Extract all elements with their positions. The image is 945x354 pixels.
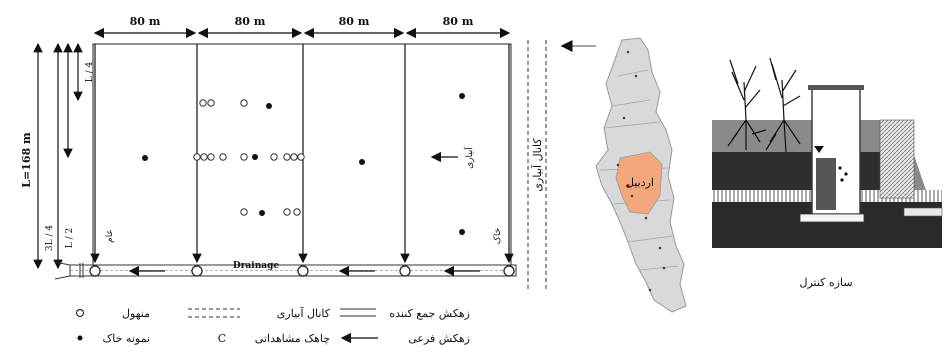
plant-roots bbox=[727, 57, 801, 153]
legend-collector-label: زهکش جمع کننده bbox=[389, 307, 470, 320]
ardabil-region-highlight bbox=[615, 151, 663, 215]
fraction-label-three-quarter: 3L / 4 bbox=[45, 225, 55, 251]
control-structure-drawing: سازه کنترل bbox=[712, 57, 943, 289]
legend: منهول نمونه خاک C کانال آبیاری چاهک مشاه… bbox=[75, 307, 470, 345]
length-label: L=168 m bbox=[20, 132, 33, 188]
fraction-label-quarter: L / 4 bbox=[85, 62, 95, 83]
province-map: اردبیل bbox=[595, 37, 687, 313]
legend-canal-label: کانال آبیاری bbox=[277, 307, 331, 320]
legend-manhole-label: منهول bbox=[122, 307, 150, 320]
control-footing bbox=[799, 213, 865, 223]
canal-label: کانال آبیاری bbox=[531, 138, 544, 192]
lateral-drains bbox=[90, 44, 514, 264]
legend-soil-sample-label: نمونه خاک bbox=[102, 332, 150, 345]
observation-wells bbox=[193, 99, 305, 216]
control-gate bbox=[816, 158, 836, 210]
edge-label-right: خاک bbox=[493, 228, 503, 244]
legend-lateral-label: زهکش فرعی bbox=[408, 332, 470, 345]
county-dots bbox=[616, 50, 666, 292]
map-center-label: اردبیل bbox=[626, 176, 654, 189]
width-label-4: 80 m bbox=[443, 15, 474, 28]
edge-label-left: عام bbox=[105, 229, 115, 243]
drainage-label: Drainage bbox=[233, 261, 279, 271]
pipe-outlet bbox=[903, 207, 943, 217]
irrigation-canal bbox=[527, 40, 547, 292]
legend-manhole-symbol bbox=[75, 308, 85, 318]
legend-collector-symbol bbox=[340, 308, 376, 317]
control-structure-caption: سازه کنترل bbox=[799, 276, 852, 289]
irrigation-side-label: آبیاری bbox=[463, 147, 475, 169]
manholes bbox=[89, 265, 515, 277]
hatched-block bbox=[879, 119, 915, 199]
control-well-cap bbox=[808, 85, 864, 90]
collector-drain bbox=[54, 261, 517, 280]
field-layout: 80 m 80 m 80 m 80 m L=168 m L / 4 L / 2 … bbox=[20, 15, 596, 292]
width-label-2: 80 m bbox=[235, 15, 266, 28]
fraction-label-half: L / 2 bbox=[65, 228, 75, 248]
legend-soil-sample-symbol bbox=[77, 335, 83, 341]
legend-canal-symbol bbox=[188, 308, 240, 318]
water-droplets bbox=[838, 166, 848, 182]
soil-samples bbox=[142, 93, 465, 235]
legend-observation-symbol: C bbox=[218, 332, 226, 345]
width-label-1: 80 m bbox=[130, 15, 161, 28]
length-dimension-arrows bbox=[33, 42, 83, 270]
width-label-3: 80 m bbox=[339, 15, 370, 28]
water-level-marker bbox=[814, 146, 824, 153]
legend-observation-label: چاهک مشاهداتی bbox=[255, 332, 330, 345]
